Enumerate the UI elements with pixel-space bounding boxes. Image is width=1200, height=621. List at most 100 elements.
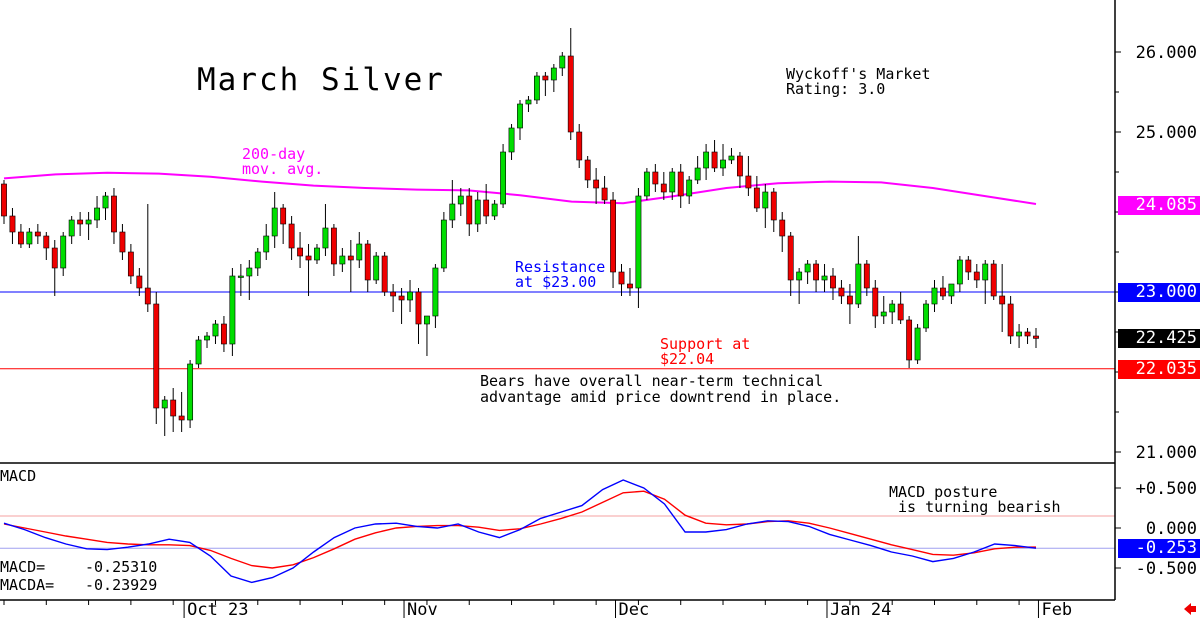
candle-body [347, 255, 354, 261]
candle-body [297, 247, 303, 257]
candle-body [398, 295, 405, 301]
candle-body [652, 171, 659, 185]
candle [440, 212, 447, 272]
candle [373, 252, 380, 284]
candle [779, 212, 786, 252]
candle [770, 188, 777, 232]
candle [390, 284, 397, 312]
candle-body [237, 275, 244, 278]
candle-body [500, 151, 507, 205]
candle-body [813, 263, 819, 281]
candle [999, 264, 1006, 332]
candle [144, 204, 151, 312]
candle-body [356, 243, 363, 261]
candle-body [9, 215, 16, 233]
candle-body [373, 255, 380, 281]
macd-panel [0, 479, 1115, 584]
candle-body [457, 195, 464, 205]
candle-body [68, 219, 75, 237]
candle [737, 152, 743, 188]
candle [838, 280, 845, 304]
candle [356, 232, 363, 268]
candle [254, 248, 261, 276]
candle-body [187, 363, 194, 421]
candle [855, 236, 862, 308]
candle [1, 180, 7, 224]
candle-body [314, 247, 320, 261]
candle-body [677, 171, 684, 197]
candle [424, 315, 430, 356]
support-label-line-1: Support at [660, 335, 751, 353]
x-tick-label: Nov [407, 600, 438, 620]
candle [982, 260, 989, 304]
candle [297, 232, 303, 268]
candle-body [965, 259, 972, 273]
candle-body [720, 159, 726, 169]
candle-body [627, 283, 633, 289]
macd-tick-label: +0.500 [1136, 479, 1197, 499]
ma-label-line-2: mov. avg. [242, 160, 324, 178]
candle-body [533, 75, 540, 101]
candle [542, 72, 549, 96]
candle [753, 176, 760, 212]
price-tag: 22.035 [1118, 359, 1200, 379]
candle-body [1, 183, 7, 217]
candle [965, 256, 972, 280]
candle-body [381, 255, 388, 293]
candle-body [432, 267, 439, 317]
candle-body [855, 263, 862, 305]
candle-body [26, 231, 33, 245]
candle [322, 204, 329, 256]
candle [703, 144, 710, 180]
candle-body [508, 127, 515, 153]
candle [508, 124, 515, 160]
candle [1033, 328, 1039, 348]
candle [263, 224, 270, 260]
candle [483, 184, 490, 224]
macd-annotation-line-2: is turning bearish [889, 498, 1061, 516]
candle [339, 248, 346, 272]
candle-body [728, 155, 735, 161]
candle [863, 260, 870, 296]
candle-body [153, 303, 160, 409]
candle-body [517, 103, 523, 129]
x-tick-label: Dec [619, 600, 650, 620]
candle-body [204, 335, 210, 341]
candle [347, 240, 354, 292]
candle-body [584, 159, 591, 181]
candle-body [643, 171, 650, 197]
candle [77, 212, 84, 236]
price-panel [0, 28, 1115, 436]
candle [127, 244, 134, 284]
candle [119, 224, 126, 260]
macd-readout-label: MACD= [0, 558, 46, 576]
candle [550, 64, 557, 92]
candle [407, 280, 413, 312]
candle [880, 296, 887, 324]
candle [280, 204, 287, 244]
macd-annotation-line-1: MACD posture [889, 483, 998, 501]
candle [60, 232, 67, 276]
candle [212, 320, 219, 344]
candle-body [635, 195, 642, 289]
candle [500, 144, 507, 208]
candle-body [1024, 331, 1031, 337]
candle-body [415, 291, 422, 325]
candle-body [1007, 303, 1014, 337]
candle [686, 176, 693, 204]
candle [906, 316, 913, 368]
candle [762, 184, 769, 228]
candle [195, 336, 202, 368]
candle-body [77, 219, 84, 225]
candle-body [221, 323, 227, 345]
candle-body [542, 75, 549, 81]
candle-body [246, 267, 253, 277]
candle [187, 360, 194, 428]
candle [9, 208, 16, 244]
support-label-line-2: $22.04 [660, 350, 715, 368]
candle-body [559, 55, 566, 69]
candle [804, 260, 811, 284]
candle [923, 300, 929, 332]
candle [533, 72, 540, 104]
left-arrow-icon[interactable] [1183, 601, 1197, 615]
